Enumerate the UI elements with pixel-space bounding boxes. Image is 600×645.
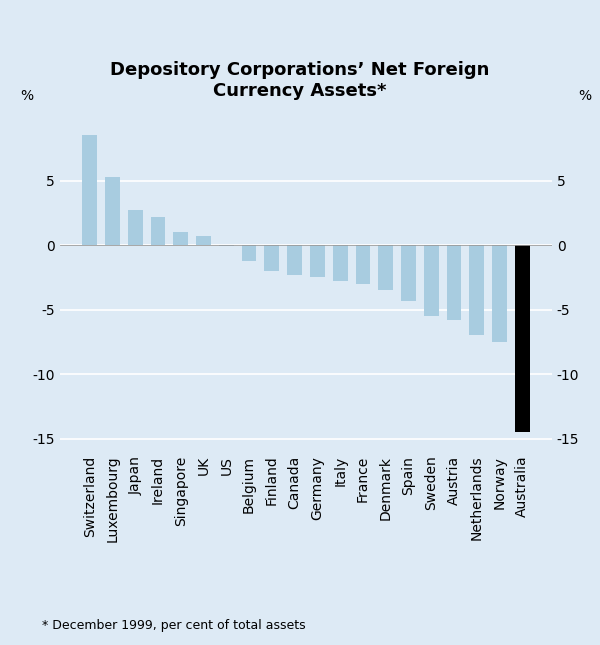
Bar — [310, 245, 325, 277]
Bar — [173, 232, 188, 245]
Bar — [219, 245, 234, 246]
Bar — [287, 245, 302, 275]
Bar — [105, 177, 120, 245]
Text: %: % — [20, 88, 34, 103]
Bar — [378, 245, 393, 290]
Text: %: % — [578, 88, 592, 103]
Bar — [151, 217, 166, 245]
Bar — [356, 245, 370, 284]
Bar — [424, 245, 439, 316]
Bar — [82, 135, 97, 245]
Bar — [242, 245, 256, 261]
Text: Depository Corporations’ Net Foreign
Currency Assets*: Depository Corporations’ Net Foreign Cur… — [110, 61, 490, 100]
Text: * December 1999, per cent of total assets: * December 1999, per cent of total asset… — [42, 619, 305, 632]
Bar — [265, 245, 279, 271]
Bar — [128, 210, 143, 245]
Bar — [492, 245, 507, 342]
Bar — [401, 245, 416, 301]
Bar — [446, 245, 461, 320]
Bar — [333, 245, 347, 281]
Bar — [515, 245, 530, 432]
Bar — [196, 236, 211, 245]
Bar — [469, 245, 484, 335]
